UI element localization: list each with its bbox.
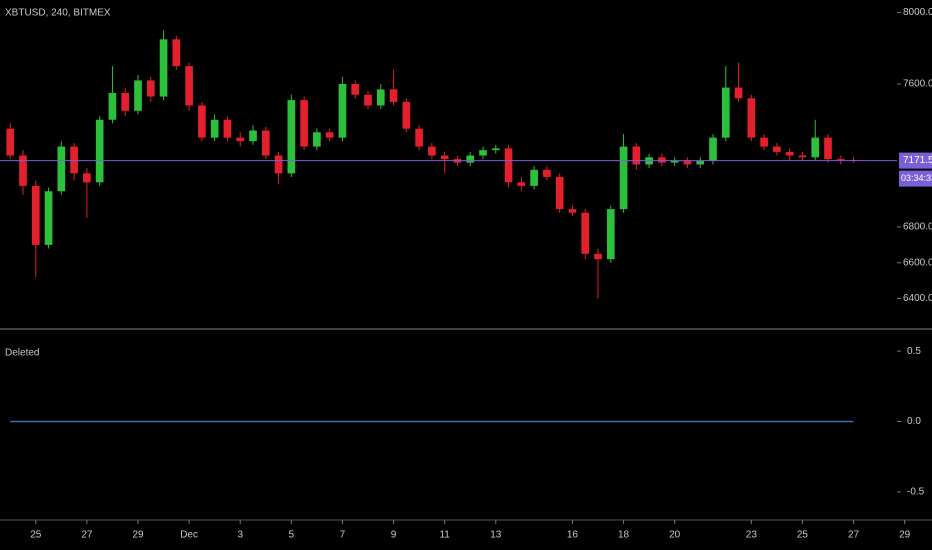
candle-body — [159, 39, 168, 97]
candle-body — [70, 146, 78, 174]
y-tick-label: 6600.0 — [903, 257, 932, 268]
last-price-label: 7171.5 — [903, 155, 932, 166]
candle-body — [709, 137, 717, 161]
candle-body — [606, 209, 615, 260]
candle-body — [440, 155, 449, 160]
candle-body — [479, 150, 487, 156]
y-tick-label: 7600.0 — [903, 79, 932, 90]
candle-body — [376, 89, 385, 106]
candle-body — [632, 146, 641, 165]
candle-body — [415, 128, 423, 147]
y2-tick-label: -0.5 — [907, 486, 925, 497]
candle-body — [287, 100, 296, 174]
candle-body — [760, 137, 768, 147]
x-tick-label: 27 — [81, 530, 93, 541]
x-tick-label: 29 — [132, 530, 144, 541]
candle-body — [696, 160, 705, 165]
y-tick-label: 6400.0 — [903, 293, 932, 304]
candle-body — [798, 155, 807, 158]
candle-body — [389, 89, 398, 102]
candle-body — [747, 98, 756, 138]
x-tick-label: 7 — [340, 530, 346, 541]
candle-body — [313, 132, 321, 147]
candle-body — [658, 157, 666, 163]
candle-body — [721, 87, 730, 138]
y-tick-label: 6800.0 — [903, 222, 932, 233]
candle-body — [773, 146, 781, 152]
candle-body — [836, 159, 845, 161]
candle-body — [261, 130, 270, 156]
x-tick-label: 29 — [899, 530, 911, 541]
candle-body — [44, 191, 53, 245]
candle-body — [824, 137, 832, 160]
candle-body — [581, 212, 590, 254]
candle-body — [517, 182, 526, 186]
candle-body — [57, 146, 66, 192]
countdown-label: 03:34:33 — [901, 173, 932, 183]
candle-body — [134, 80, 142, 111]
x-tick-label: 5 — [289, 530, 295, 541]
candle-body — [491, 148, 500, 151]
candle-body — [364, 94, 372, 106]
x-tick-label: 3 — [237, 530, 243, 541]
x-tick-label: 25 — [797, 530, 809, 541]
candle-body — [95, 119, 104, 183]
countdown-badge — [899, 170, 932, 187]
x-tick-label: 27 — [848, 530, 860, 541]
candle-body — [683, 160, 692, 165]
y2-tick-label: 0.5 — [907, 346, 921, 357]
candle-body — [325, 132, 334, 138]
y-tick-label: 8000.0 — [903, 7, 932, 18]
candle-body — [31, 185, 40, 245]
candle-body — [555, 176, 564, 210]
candle-body — [428, 146, 436, 156]
candle-body — [568, 209, 577, 213]
candle-body — [543, 169, 551, 177]
y2-tick-label: 0.0 — [907, 416, 921, 427]
x-tick-label: 23 — [746, 530, 758, 541]
candle-body — [670, 160, 679, 163]
candle-body — [146, 80, 155, 97]
candle-body — [338, 84, 347, 138]
candle-body — [402, 101, 411, 129]
last-price-badge — [899, 152, 932, 169]
candle-body — [83, 173, 91, 183]
candle-body — [466, 155, 475, 163]
x-tick-label: 13 — [490, 530, 502, 541]
candle-body — [19, 155, 27, 186]
candle-body — [249, 130, 257, 142]
candle-body — [594, 253, 602, 260]
candle-body — [274, 155, 283, 174]
candle-body — [504, 148, 513, 183]
candle-body — [121, 92, 130, 111]
x-tick-label: 16 — [567, 530, 579, 541]
x-tick-label: 9 — [391, 530, 397, 541]
candle-body — [351, 84, 360, 95]
candle-body — [619, 146, 628, 210]
x-tick-label: 11 — [439, 530, 450, 541]
candle-body — [300, 100, 308, 147]
candle-body — [108, 92, 117, 120]
candle-body — [172, 39, 181, 67]
x-tick-label: 20 — [669, 530, 681, 541]
x-tick-label: 18 — [618, 530, 630, 541]
candle-body — [185, 66, 193, 106]
candle-body — [785, 151, 794, 156]
candle-body — [236, 137, 245, 142]
indicator-title: Deleted — [5, 348, 39, 359]
candle-body — [198, 105, 206, 138]
candle-body — [811, 137, 820, 158]
x-tick-label: 25 — [30, 530, 42, 541]
candle-body — [6, 128, 15, 156]
x-tick-label: Dec — [180, 530, 198, 541]
candle-body — [223, 119, 232, 138]
candle-body — [530, 169, 538, 186]
candle-body — [734, 87, 743, 99]
symbol-title: XBTUSD, 240, BITMEX — [5, 8, 111, 19]
candle-body — [210, 119, 219, 138]
